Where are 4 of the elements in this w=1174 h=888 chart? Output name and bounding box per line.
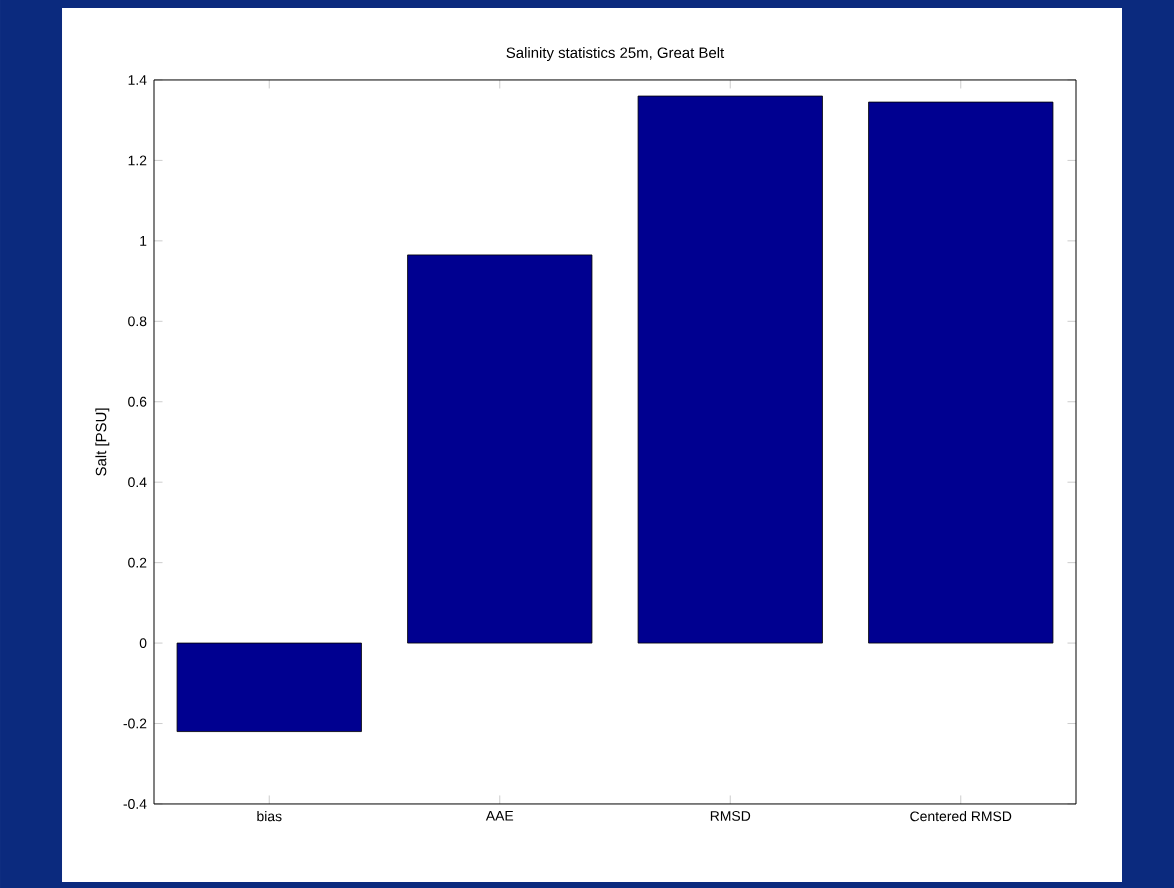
bar: [176, 642, 362, 732]
bar: [637, 95, 823, 644]
bar: [407, 254, 593, 644]
bar: [868, 101, 1054, 644]
